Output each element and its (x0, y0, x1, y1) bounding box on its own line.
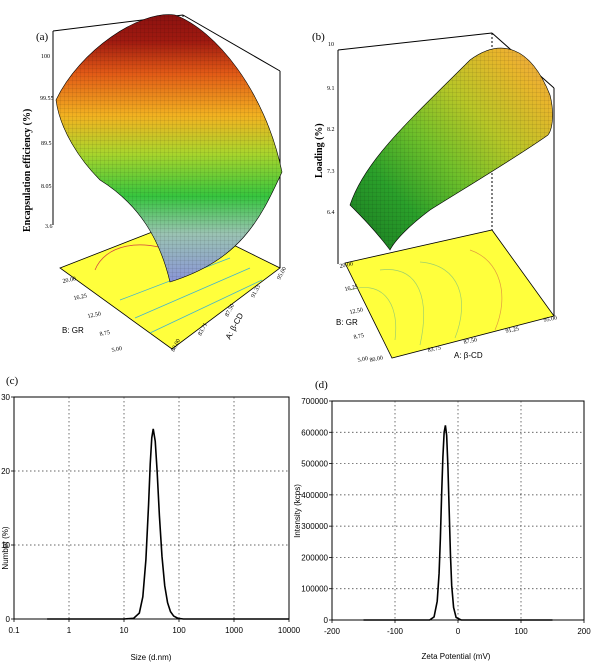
zeta-potential-line (363, 425, 553, 621)
y-axis-ticks-d: 0 100000 200000 300000 400000 500000 600000 700… (301, 397, 332, 625)
grid-d (332, 401, 584, 620)
y-tick-label: 30 (1, 393, 10, 402)
x-axis-ticks-b: 80.00 83.75 87.50 91.25 95.00 (369, 315, 557, 364)
box-edge (182, 14, 281, 72)
x-tick-label: 80.00 (170, 338, 182, 353)
x-axis-ticks-a: 80.00 83.71 87.50 91.33 95.00 (170, 266, 288, 353)
box-edge (337, 32, 493, 51)
x-axis-title-c: Size (d.nm) (131, 653, 172, 662)
x-tick-label: 100 (172, 626, 186, 635)
x-tick-label: 100 (514, 627, 528, 636)
z-tick-label: 6.4 (327, 210, 335, 216)
x-tick-label: 91.25 (505, 326, 519, 335)
panel-d: (d) 0 100000 200000 300000 400000 500000 60000… (293, 379, 591, 661)
x-axis-ticks-d: -200 -100 0 100 200 (324, 620, 591, 636)
panel-d-label: (d) (315, 379, 328, 391)
grid-c (14, 397, 289, 619)
panel-c: (c) 0 10 20 30 0.1 1 10 100 1000 10000 Number (%… (1, 375, 301, 662)
y-tick-label: 10 (1, 541, 10, 550)
x-tick-label: 83.71 (197, 322, 209, 337)
x-tick-label: 1 (67, 626, 72, 635)
y-tick-label: 200000 (301, 553, 328, 562)
response-surface-a (55, 14, 283, 283)
y-tick-label: 5.00 (357, 356, 369, 364)
y-tick-label: 12.50 (87, 311, 101, 320)
x-axis-title-b: A: β-CD (454, 351, 483, 360)
floor-contours (94, 244, 263, 334)
x-tick-label: -200 (324, 627, 341, 636)
size-distribution-line (47, 428, 289, 620)
panel-b-label: (b) (312, 31, 325, 43)
x-tick-label: 0 (456, 627, 461, 636)
z-tick-label: 99.55 (40, 96, 54, 102)
x-tick-label: 87.50 (463, 337, 477, 346)
x-tick-label: 83.75 (427, 345, 441, 354)
y-tick-label: 16.25 (344, 284, 358, 293)
z-axis-title-b: Loading (%) (314, 123, 325, 178)
x-axis-title-d: Zeta Potential (mV) (422, 652, 491, 661)
y-tick-label: 8.75 (353, 333, 365, 341)
y-tick-label: 100000 (301, 585, 328, 594)
y-tick-label: 16.25 (73, 293, 87, 302)
panel-a-label: (a) (36, 31, 49, 43)
z-tick-label: 8.2 (327, 127, 335, 133)
panel-c-label: (c) (6, 375, 19, 387)
z-tick-label: 100 (41, 54, 50, 60)
z-axis-ticks-a: 100 99.55 89.5 8.05 3.6 (40, 54, 54, 230)
y-tick-label: 20 (1, 467, 10, 476)
y-axis-ticks-c: 0 10 20 30 (1, 393, 14, 624)
y-tick-label: 5.00 (111, 346, 123, 354)
z-axis-title-a: Encapsulation efficiency (%) (22, 109, 33, 232)
z-axis-ticks-b: 10 9.1 8.2 7.3 6.4 (327, 42, 335, 216)
y-tick-label: 12.50 (349, 307, 363, 316)
y-axis-title-a: B: GR (62, 326, 84, 335)
y-axis-title-b: B: GR (336, 318, 358, 327)
y-tick-label: 20.00 (62, 276, 76, 285)
floor-plane (344, 229, 555, 359)
x-tick-label: 0.1 (8, 626, 20, 635)
x-tick-label: -100 (387, 627, 404, 636)
x-tick-label: 95.00 (543, 315, 557, 324)
x-tick-label: 91.33 (250, 284, 262, 299)
x-tick-label: 87.50 (224, 303, 236, 318)
z-tick-label: 89.5 (41, 141, 52, 147)
plot-frame (13, 396, 290, 620)
y-tick-label: 0 (324, 616, 329, 625)
z-tick-label: 3.6 (45, 224, 53, 230)
floor-contours (349, 249, 503, 346)
z-tick-label: 9.1 (327, 86, 335, 92)
y-tick-label: 400000 (301, 491, 328, 500)
x-tick-label: 80.00 (369, 355, 383, 364)
x-tick-label: 10000 (278, 626, 301, 635)
y-axis-ticks-b: 20.00 16.25 12.50 8.75 5.00 (339, 261, 369, 364)
y-tick-label: 0 (6, 615, 11, 624)
z-tick-label: 7.3 (327, 169, 335, 175)
z-tick-label: 8.05 (41, 184, 52, 190)
x-tick-label: 200 (577, 627, 591, 636)
response-surface-b (349, 47, 553, 251)
z-tick-label: 10 (328, 42, 334, 48)
y-axis-ticks-a: 20.00 16.25 12.50 8.75 5.00 (62, 276, 123, 354)
x-axis-ticks-c: 0.1 1 10 100 1000 10000 (8, 619, 301, 635)
x-tick-label: 1000 (225, 626, 243, 635)
y-tick-label: 700000 (301, 397, 328, 406)
panel-a: (a) 100 99.55 89.5 8.05 3.6 Encapsulatio… (22, 14, 288, 354)
panel-b: (b) 10 9.1 8.2 7.3 6.4 Loading (%) 20.00… (312, 31, 558, 364)
y-tick-label: 600000 (301, 428, 328, 437)
y-tick-label: 500000 (301, 460, 328, 469)
y-tick-label: 8.75 (99, 330, 111, 338)
x-tick-label: 10 (120, 626, 129, 635)
y-tick-label: 300000 (301, 522, 328, 531)
y-tick-label: 20.00 (339, 261, 353, 270)
x-tick-label: 95.00 (276, 266, 288, 281)
y-axis-title-c: Number (%) (1, 526, 10, 569)
y-axis-title-d: Intensity (kcps) (293, 484, 302, 538)
